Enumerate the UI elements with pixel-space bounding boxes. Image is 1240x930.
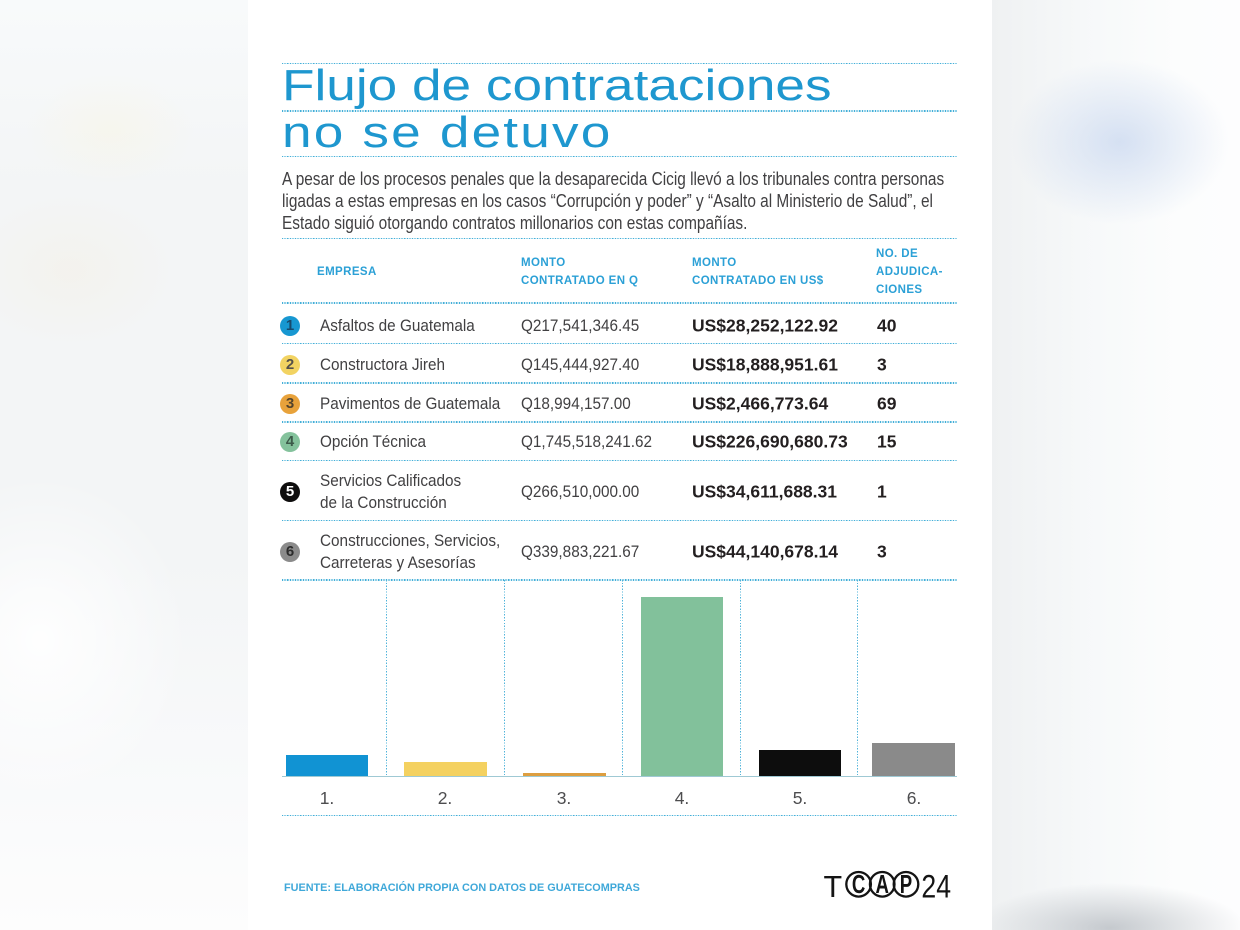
svg-text:A: A xyxy=(875,870,888,899)
svg-text:24: 24 xyxy=(921,869,951,905)
svg-text:P: P xyxy=(900,870,913,899)
svg-text:C: C xyxy=(852,870,865,899)
svg-text:T: T xyxy=(824,870,843,904)
